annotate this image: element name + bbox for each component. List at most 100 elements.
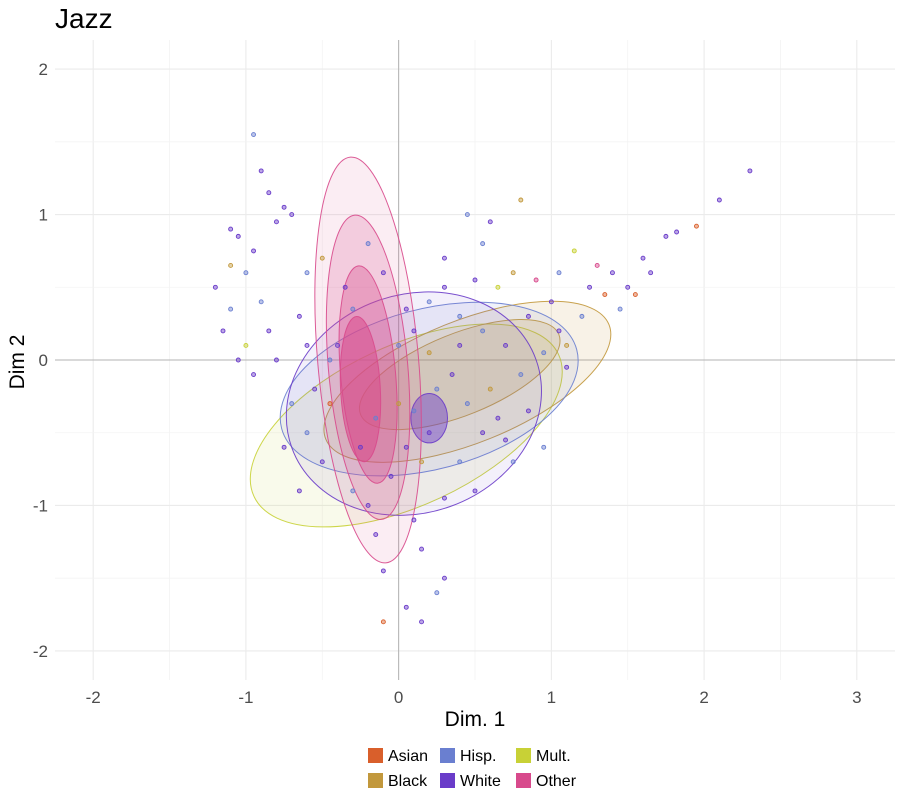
data-point bbox=[252, 249, 256, 253]
y-tick-label: 0 bbox=[39, 351, 48, 370]
data-point bbox=[473, 489, 477, 493]
data-point bbox=[389, 474, 393, 478]
data-point bbox=[221, 329, 225, 333]
data-point bbox=[496, 285, 500, 289]
data-point bbox=[458, 314, 462, 318]
data-point bbox=[519, 373, 523, 377]
data-point bbox=[557, 329, 561, 333]
data-point bbox=[328, 402, 332, 406]
x-axis-title: Dim. 1 bbox=[445, 708, 506, 731]
data-point bbox=[626, 285, 630, 289]
data-point bbox=[595, 263, 599, 267]
legend-label: Other bbox=[536, 773, 577, 790]
data-point bbox=[435, 387, 439, 391]
data-point bbox=[526, 409, 530, 413]
data-point bbox=[649, 271, 653, 275]
data-point bbox=[236, 358, 240, 362]
data-point bbox=[397, 402, 401, 406]
data-point bbox=[397, 343, 401, 347]
legend: Asian Black Hisp. White Mult. Other bbox=[368, 748, 577, 790]
data-point bbox=[252, 373, 256, 377]
data-point bbox=[381, 620, 385, 624]
data-point bbox=[336, 343, 340, 347]
data-point bbox=[412, 409, 416, 413]
chart-title: Jazz bbox=[55, 3, 113, 34]
y-tick-label: 2 bbox=[39, 60, 48, 79]
data-point bbox=[542, 445, 546, 449]
data-point bbox=[572, 249, 576, 253]
data-point bbox=[519, 198, 523, 202]
data-point bbox=[381, 569, 385, 573]
data-point bbox=[297, 489, 301, 493]
data-point bbox=[496, 416, 500, 420]
data-point bbox=[252, 133, 256, 137]
data-point bbox=[381, 271, 385, 275]
data-point bbox=[267, 191, 271, 195]
data-point bbox=[458, 343, 462, 347]
data-point bbox=[313, 387, 317, 391]
data-point bbox=[229, 307, 233, 311]
data-point bbox=[305, 431, 309, 435]
data-point bbox=[274, 358, 278, 362]
data-point bbox=[465, 213, 469, 217]
data-point bbox=[694, 224, 698, 228]
legend-label: White bbox=[460, 773, 501, 790]
data-point bbox=[481, 329, 485, 333]
y-tick-label: -2 bbox=[33, 642, 48, 661]
x-tick-label: 0 bbox=[394, 688, 403, 707]
data-point bbox=[404, 445, 408, 449]
data-point bbox=[664, 234, 668, 238]
data-point bbox=[427, 351, 431, 355]
data-point bbox=[610, 271, 614, 275]
data-point bbox=[358, 445, 362, 449]
x-tick-label: 1 bbox=[547, 688, 556, 707]
data-point bbox=[435, 591, 439, 595]
data-point bbox=[526, 314, 530, 318]
data-point bbox=[442, 285, 446, 289]
data-point bbox=[229, 263, 233, 267]
data-point bbox=[580, 314, 584, 318]
data-point bbox=[565, 365, 569, 369]
data-point bbox=[305, 343, 309, 347]
data-point bbox=[748, 169, 752, 173]
data-point bbox=[511, 271, 515, 275]
data-point bbox=[412, 329, 416, 333]
y-tick-label: 1 bbox=[39, 206, 48, 225]
data-point bbox=[427, 300, 431, 304]
data-point bbox=[420, 620, 424, 624]
data-point bbox=[504, 343, 508, 347]
data-point bbox=[343, 285, 347, 289]
data-point bbox=[717, 198, 721, 202]
data-point bbox=[442, 256, 446, 260]
data-point bbox=[557, 271, 561, 275]
data-point bbox=[488, 220, 492, 224]
x-tick-label: 2 bbox=[699, 688, 708, 707]
data-point bbox=[351, 307, 355, 311]
data-point bbox=[244, 271, 248, 275]
data-point bbox=[511, 460, 515, 464]
data-point bbox=[481, 431, 485, 435]
legend-label: Hisp. bbox=[460, 748, 496, 765]
data-point bbox=[542, 351, 546, 355]
data-point bbox=[374, 533, 378, 537]
y-tick-label: -1 bbox=[33, 496, 48, 515]
data-point bbox=[458, 460, 462, 464]
data-point bbox=[404, 307, 408, 311]
data-point bbox=[213, 285, 217, 289]
legend-key-mult bbox=[516, 748, 531, 763]
data-point bbox=[473, 278, 477, 282]
data-point bbox=[504, 438, 508, 442]
data-point bbox=[442, 496, 446, 500]
data-point bbox=[488, 387, 492, 391]
data-point bbox=[675, 230, 679, 234]
legend-label: Black bbox=[388, 773, 428, 790]
data-point bbox=[305, 271, 309, 275]
data-point bbox=[374, 416, 378, 420]
data-point bbox=[366, 242, 370, 246]
data-point bbox=[420, 547, 424, 551]
data-point bbox=[534, 278, 538, 282]
legend-label: Asian bbox=[388, 748, 428, 765]
data-point bbox=[236, 234, 240, 238]
data-point bbox=[404, 605, 408, 609]
data-point bbox=[229, 227, 233, 231]
